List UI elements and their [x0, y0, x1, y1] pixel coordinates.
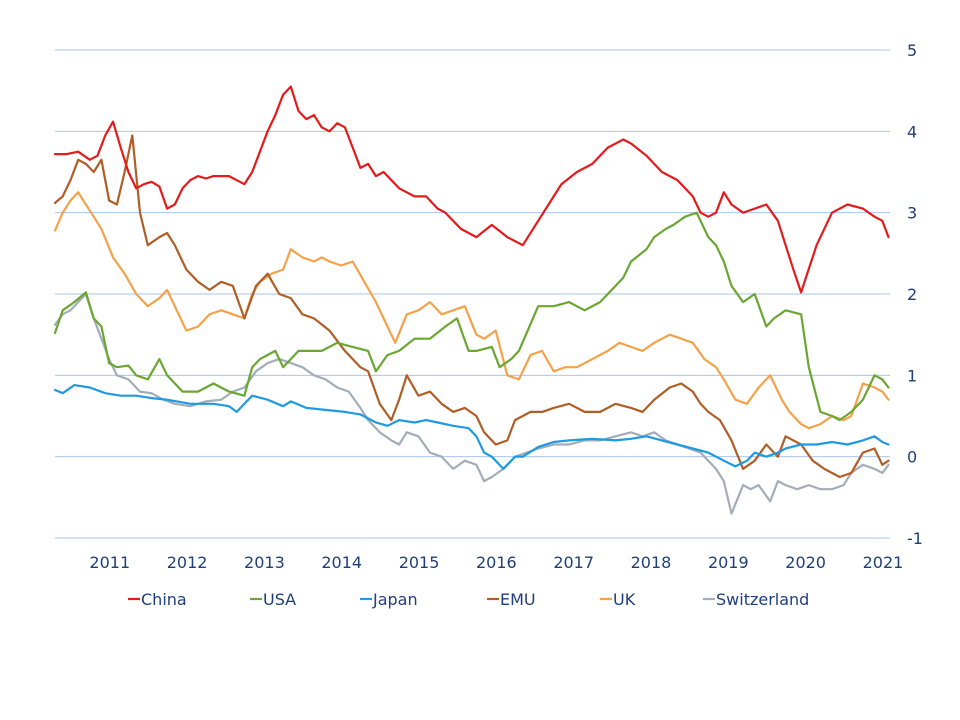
series-line-switzerland	[53, 292, 890, 515]
series-line-china	[53, 85, 890, 294]
legend-label-emu: EMU	[500, 590, 536, 609]
legend-label-usa: USA	[263, 590, 296, 609]
x-tick-label: 2017	[553, 553, 594, 572]
legend-label-switzerland: Switzerland	[716, 590, 809, 609]
y-tick-label: 1	[907, 366, 917, 385]
series-lines	[53, 85, 890, 515]
x-tick-label: 2014	[321, 553, 362, 572]
x-tick-label: 2018	[631, 553, 672, 572]
x-tick-label: 2020	[785, 553, 826, 572]
x-tick-label: 2011	[89, 553, 130, 572]
series-line-japan	[53, 384, 890, 470]
x-tick-label: 2019	[708, 553, 749, 572]
x-tick-label: 2015	[399, 553, 440, 572]
x-tick-label: 2016	[476, 553, 517, 572]
series-line-uk	[53, 191, 890, 430]
y-tick-label: 0	[907, 448, 917, 467]
y-tick-label: 2	[907, 285, 917, 304]
legend-label-china: China	[141, 590, 187, 609]
y-tick-label: 3	[907, 204, 917, 223]
legend-label-uk: UK	[613, 590, 636, 609]
x-tick-label: 2013	[244, 553, 285, 572]
gridlines	[55, 49, 890, 539]
series-line-emu	[53, 134, 890, 479]
y-tick-label: -1	[907, 529, 923, 548]
legend: China USA Japan EMU UK Switzerland	[128, 590, 809, 609]
y-tick-label: 4	[907, 122, 917, 141]
series-line-usa	[53, 211, 890, 422]
legend-label-japan: Japan	[372, 590, 418, 609]
x-axis-tick-labels: 2011 2012 2013 2014 2015 2016 2017 2018 2019 2020…	[89, 553, 903, 572]
x-tick-label: 2021	[863, 553, 904, 572]
y-axis-tick-labels: 5 4 3 2 1 0 -1	[907, 41, 923, 548]
x-tick-label: 2012	[167, 553, 208, 572]
y-tick-label: 5	[907, 41, 917, 60]
